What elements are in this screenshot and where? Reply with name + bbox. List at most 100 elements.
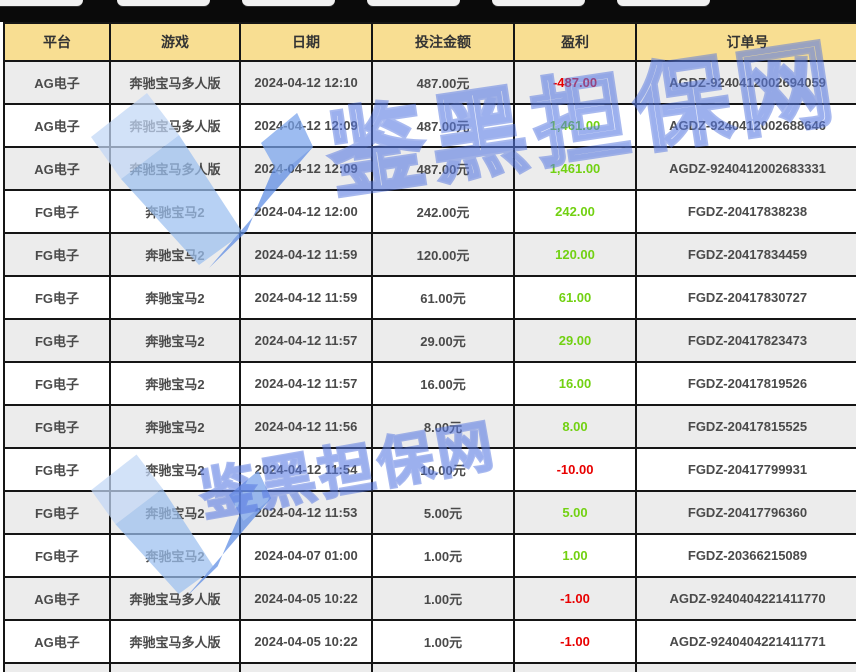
cell-date: 2024-04-12 12:09: [239, 103, 373, 148]
table-row: FG电子 奔驰宝马2 2024-04-12 11:54 10.00元 -10.0…: [3, 447, 856, 492]
cell-platform: FG电子: [3, 318, 111, 363]
top-toolbar: [0, 0, 856, 22]
cell-bet-amount: 61.00元: [371, 275, 515, 320]
toolbar-button[interactable]: [617, 0, 710, 6]
cell-profit: -1.00: [513, 662, 637, 672]
col-header-amount: 投注金额: [371, 22, 515, 62]
col-header-order: 订单号: [635, 22, 856, 62]
cell-date: 2024-04-07 01:00: [239, 533, 373, 578]
table-row: FG电子 奔驰宝马2 2024-04-12 11:59 61.00元 61.00…: [3, 275, 856, 320]
cell-profit: 61.00: [513, 275, 637, 320]
cell-date: 2024-04-12 11:53: [239, 490, 373, 535]
cell-date: 2024-04-12 11:54: [239, 447, 373, 492]
cell-date: 2024-04-12 12:00: [239, 189, 373, 234]
cell-date: 2024-04-12 11:59: [239, 275, 373, 320]
cell-bet-amount: 10.00元: [371, 447, 515, 492]
cell-platform: FG电子: [3, 275, 111, 320]
cell-order-no: FGDZ-20417796360: [635, 490, 856, 535]
cell-order-no: FGDZ-20366215089: [635, 533, 856, 578]
cell-order-no: FGDZ-20417830727: [635, 275, 856, 320]
cell-game: 奔驰宝马多人版: [109, 60, 241, 105]
table-row: FG电子 奔驰宝马2 2024-04-12 11:57 29.00元 29.00…: [3, 318, 856, 363]
cell-game: 奔驰宝马2: [109, 318, 241, 363]
table-body: AG电子 奔驰宝马多人版 2024-04-12 12:10 487.00元 -4…: [3, 60, 856, 672]
cell-profit: -1.00: [513, 619, 637, 664]
cell-order-no: AGDZ-9240412002683331: [635, 146, 856, 191]
cell-game: 奔驰宝马多人版: [109, 576, 241, 621]
cell-bet-amount: 29.00元: [371, 318, 515, 363]
cell-order-no: FGDZ-20417838238: [635, 189, 856, 234]
cell-platform: AG电子: [3, 103, 111, 148]
table-row: FG电子 奔驰宝马2 2024-04-12 11:56 8.00元 8.00 F…: [3, 404, 856, 449]
cell-order-no: AGDZ-9240412002688646: [635, 103, 856, 148]
cell-game: 奔驰宝马2: [109, 189, 241, 234]
cell-platform: AG电子: [3, 60, 111, 105]
cell-platform: FG电子: [3, 232, 111, 277]
table-row: AG电子 奔驰宝马多人版 2024-04-05 10:22 1.00元 -1.0…: [3, 619, 856, 664]
cell-platform: FG电子: [3, 533, 111, 578]
cell-bet-amount: 487.00元: [371, 60, 515, 105]
cell-bet-amount: 16.00元: [371, 361, 515, 406]
cell-date: 2024-04-05 10:22: [239, 576, 373, 621]
bet-records-table: 平台 游戏 日期 投注金额 盈利 订单号 AG电子 奔驰宝马多人版 2024-0…: [3, 22, 856, 672]
cell-date: 2024-04-03 14:07: [239, 662, 373, 672]
col-header-platform: 平台: [3, 22, 111, 62]
cell-bet-amount: 5.00元: [371, 490, 515, 535]
col-header-date: 日期: [239, 22, 373, 62]
toolbar-button[interactable]: [492, 0, 585, 6]
cell-profit: 5.00: [513, 490, 637, 535]
table-row: FG电子 奔驰宝马2 2024-04-12 12:00 242.00元 242.…: [3, 189, 856, 234]
cell-game: 奔驰宝马2: [109, 404, 241, 449]
cell-bet-amount: 1.00元: [371, 662, 515, 672]
cell-bet-amount: 1.00元: [371, 533, 515, 578]
cell-profit: -1.00: [513, 576, 637, 621]
cell-bet-amount: 1.00元: [371, 619, 515, 664]
cell-date: 2024-04-05 10:22: [239, 619, 373, 664]
cell-order-no: FGDZ-20417815525: [635, 404, 856, 449]
cell-game: 奔驰宝马2: [109, 533, 241, 578]
cell-bet-amount: 487.00元: [371, 146, 515, 191]
cell-platform: FG电子: [3, 447, 111, 492]
cell-game: 奔驰宝马2: [109, 490, 241, 535]
cell-profit: 120.00: [513, 232, 637, 277]
table-row: AG电子 奔驰宝马多人版 2024-04-12 12:09 487.00元 1,…: [3, 103, 856, 148]
cell-order-no: FGDZ-20417799931: [635, 447, 856, 492]
toolbar-button[interactable]: [117, 0, 210, 6]
table-row: AG电子 奔驰宝马多人版 2024-04-05 10:22 1.00元 -1.0…: [3, 576, 856, 621]
cell-game: 奔驰宝马2: [109, 275, 241, 320]
cell-profit: 16.00: [513, 361, 637, 406]
table-row: FG电子 奔驰宝马2 2024-04-12 11:53 5.00元 5.00 F…: [3, 490, 856, 535]
cell-profit: 1.00: [513, 533, 637, 578]
toolbar-button[interactable]: [242, 0, 335, 6]
table-row: AG电子 奔驰宝马多人版 2024-04-03 14:07 1.00元 -1.0…: [3, 662, 856, 672]
cell-profit: -487.00: [513, 60, 637, 105]
table-row: AG电子 奔驰宝马多人版 2024-04-12 12:09 487.00元 1,…: [3, 146, 856, 191]
cell-profit: 1,461.00: [513, 103, 637, 148]
cell-game: 奔驰宝马2: [109, 361, 241, 406]
toolbar-button[interactable]: [0, 0, 83, 6]
cell-profit: 8.00: [513, 404, 637, 449]
table-row: FG电子 奔驰宝马2 2024-04-07 01:00 1.00元 1.00 F…: [3, 533, 856, 578]
cell-date: 2024-04-12 11:57: [239, 361, 373, 406]
cell-game: 奔驰宝马多人版: [109, 103, 241, 148]
cell-platform: AG电子: [3, 619, 111, 664]
cell-game: 奔驰宝马多人版: [109, 146, 241, 191]
cell-date: 2024-04-12 11:59: [239, 232, 373, 277]
cell-game: 奔驰宝马2: [109, 232, 241, 277]
cell-platform: FG电子: [3, 490, 111, 535]
cell-date: 2024-04-12 11:56: [239, 404, 373, 449]
cell-date: 2024-04-12 12:09: [239, 146, 373, 191]
table-row: FG电子 奔驰宝马2 2024-04-12 11:59 120.00元 120.…: [3, 232, 856, 277]
cell-date: 2024-04-12 11:57: [239, 318, 373, 363]
cell-bet-amount: 120.00元: [371, 232, 515, 277]
cell-order-no: AGDZ-9240404221411770: [635, 576, 856, 621]
toolbar-button[interactable]: [367, 0, 460, 6]
cell-game: 奔驰宝马多人版: [109, 619, 241, 664]
table-row: AG电子 奔驰宝马多人版 2024-04-12 12:10 487.00元 -4…: [3, 60, 856, 105]
cell-bet-amount: 1.00元: [371, 576, 515, 621]
table-header-row: 平台 游戏 日期 投注金额 盈利 订单号: [3, 22, 856, 62]
cell-platform: AG电子: [3, 146, 111, 191]
cell-order-no: FGDZ-20417823473: [635, 318, 856, 363]
cell-profit: 242.00: [513, 189, 637, 234]
